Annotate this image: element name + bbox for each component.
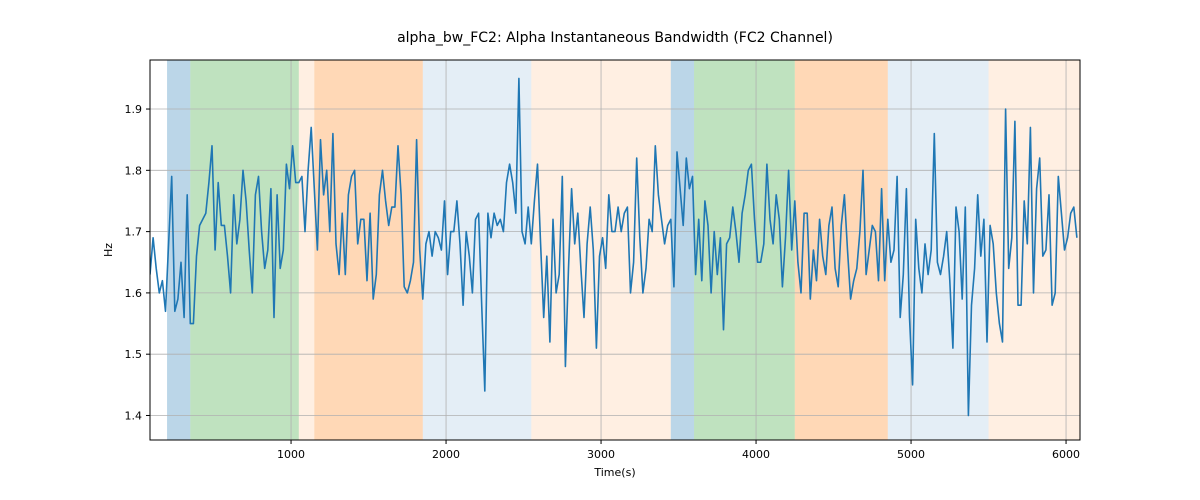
y-axis-label: Hz bbox=[102, 243, 115, 257]
ytick-label: 1.5 bbox=[125, 348, 143, 361]
chart-band-4 bbox=[423, 60, 532, 440]
xtick-label: 5000 bbox=[897, 448, 925, 461]
xtick-label: 4000 bbox=[742, 448, 770, 461]
xtick-label: 2000 bbox=[432, 448, 460, 461]
ytick-label: 1.4 bbox=[125, 409, 143, 422]
xtick-label: 1000 bbox=[277, 448, 305, 461]
xtick-label: 3000 bbox=[587, 448, 615, 461]
chart-band-9 bbox=[888, 60, 989, 440]
ytick-label: 1.9 bbox=[125, 103, 143, 116]
xtick-label: 6000 bbox=[1052, 448, 1080, 461]
x-axis-label: Time(s) bbox=[593, 466, 635, 479]
ytick-label: 1.8 bbox=[125, 164, 143, 177]
bandwidth-chart: 1000 2000 3000 4000 5000 6000 1.4 1.5 1.6 1.7 1.8 1… bbox=[0, 0, 1200, 500]
chart-title: alpha_bw_FC2: Alpha Instantaneous Bandwi… bbox=[397, 30, 833, 46]
chart-band-0 bbox=[167, 60, 190, 440]
ytick-label: 1.6 bbox=[125, 287, 143, 300]
chart-band-2 bbox=[299, 60, 315, 440]
ytick-label: 1.7 bbox=[125, 226, 143, 239]
